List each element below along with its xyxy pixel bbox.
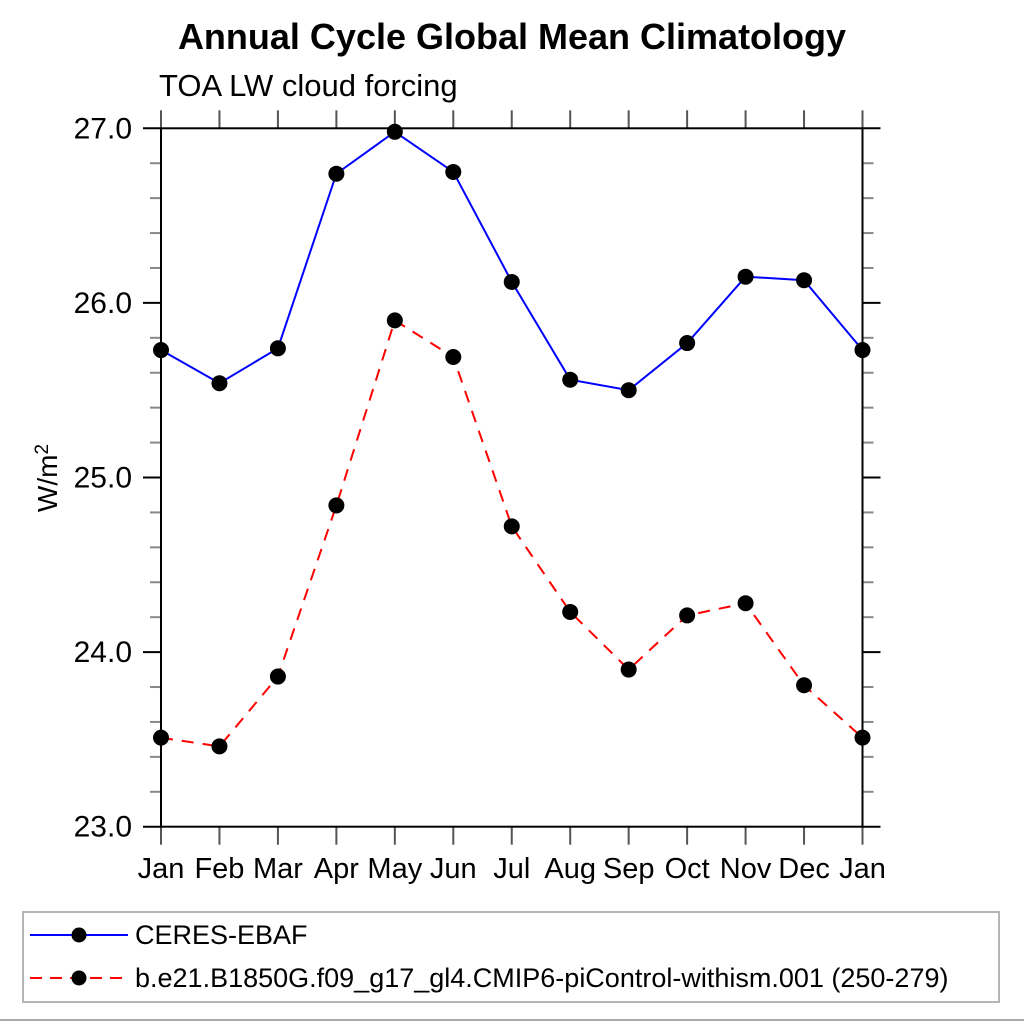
x-tick-label: Apr <box>314 853 359 885</box>
series-1-marker <box>562 603 579 620</box>
x-tick-label: Jan <box>138 853 185 885</box>
x-tick-label: Jul <box>493 853 530 885</box>
series-1-marker <box>445 349 462 366</box>
y-tick-label: 24.0 <box>74 636 132 669</box>
series-0-marker <box>796 272 813 289</box>
x-tick-label: Jun <box>430 853 477 885</box>
legend-item-model-run: b.e21.B1850G.f09_g17_gl4.CMIP6-piControl… <box>29 963 948 993</box>
series-0-marker <box>562 371 579 388</box>
series-0-marker <box>386 123 403 140</box>
legend-line-sample-dashed <box>30 970 128 986</box>
series-1-marker <box>737 595 754 612</box>
legend: CERES-EBAF b.e21.B1850G.f09_g17_gl4.CMIP… <box>22 911 1000 1003</box>
series-1-marker <box>796 677 813 694</box>
series-1-marker <box>854 729 871 746</box>
series-1-marker <box>269 668 286 685</box>
x-tick-label: May <box>367 853 422 885</box>
series-1-marker <box>386 312 403 329</box>
x-tick-label: Dec <box>778 853 830 885</box>
series-0-marker <box>269 340 286 357</box>
plot-area: 23.0 24.0 25.0 26.0 27.0 Jan Feb Mar Apr May Jun Ju… <box>74 110 886 885</box>
series-1-marker <box>620 661 637 678</box>
plot-frame <box>160 127 864 828</box>
series-1-marker <box>153 729 169 746</box>
x-tick-label: Aug <box>544 853 596 885</box>
y-tick-label: 26.0 <box>74 287 132 320</box>
series-0-marker <box>854 342 871 359</box>
x-tick-label: Jan <box>839 853 886 885</box>
x-tick-label: Feb <box>194 853 244 885</box>
x-tick-label: Sep <box>603 853 655 885</box>
legend-item-ceres-ebaf: CERES-EBAF <box>29 920 308 950</box>
chart-subtitle: TOA LW cloud forcing <box>159 68 458 103</box>
x-tick-label: Nov <box>720 853 772 885</box>
legend-line-sample-solid <box>30 927 128 943</box>
y-tick-label: 27.0 <box>74 112 132 145</box>
y-tick-label: 25.0 <box>74 462 132 495</box>
series-0-marker <box>679 335 696 352</box>
legend-label-ceres-ebaf: CERES-EBAF <box>135 919 308 950</box>
series-0-marker <box>737 268 754 285</box>
series-0-marker <box>503 273 520 290</box>
series-0-marker <box>620 382 637 399</box>
y-tick-label: 23.0 <box>74 811 132 844</box>
series-1-marker <box>211 738 228 755</box>
series-0-marker <box>211 375 228 392</box>
series-1-marker <box>328 497 345 514</box>
series-0-marker <box>445 163 462 180</box>
series-0-marker <box>153 342 169 359</box>
x-tick-label: Mar <box>253 853 303 885</box>
series-1-marker <box>679 607 696 624</box>
series-0-marker <box>328 165 345 182</box>
chart-title: Annual Cycle Global Mean Climatology <box>177 16 847 57</box>
bottom-divider <box>0 1019 1024 1021</box>
series-1-marker <box>503 518 520 535</box>
x-tick-label: Oct <box>665 853 710 885</box>
legend-label-model-run: b.e21.B1850G.f09_g17_gl4.CMIP6-piControl… <box>135 962 949 993</box>
series-line-0 <box>160 130 864 392</box>
